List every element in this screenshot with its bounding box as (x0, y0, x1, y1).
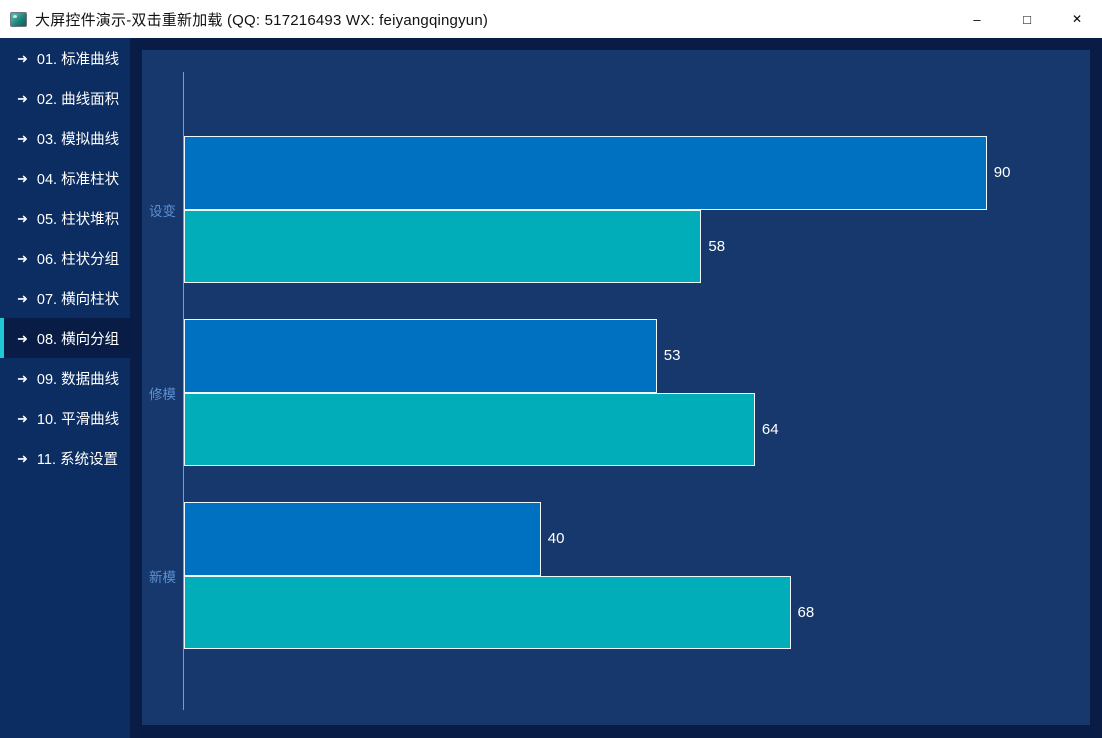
bar-row: 64 (184, 392, 1076, 466)
category-label: 修模 (149, 386, 176, 402)
bar-row: 90 (184, 136, 1076, 210)
bar-value-label: 58 (708, 237, 726, 255)
bar-value-label: 68 (797, 603, 815, 621)
close-icon: ✕ (1071, 12, 1083, 26)
minimize-icon: – (973, 11, 981, 27)
sidebar: ➜ 01. 标准曲线 ➜ 02. 曲线面积 ➜ 03. 模拟曲线 ➜ 04. 标准柱状 … (0, 38, 130, 738)
sidebar-item-10[interactable]: ➜ 10. 平滑曲线 (0, 398, 130, 438)
bar-row: 58 (184, 209, 1076, 283)
arrow-icon: ➜ (17, 170, 28, 186)
bar-group-设变: 90 58 设变 (149, 136, 1076, 283)
bar-row: 68 (184, 575, 1076, 649)
bar-blue-设变 (184, 136, 987, 210)
sidebar-item-04[interactable]: ➜ 04. 标准柱状 (0, 158, 130, 198)
plot-area: 90 58 设变 53 64 修模 40 68 新模 (149, 50, 1076, 725)
bar-group-修模: 53 64 修模 (149, 319, 1076, 466)
title-bar: 大屏控件演示-双击重新加载 (QQ: 517216493 WX: feiyang… (0, 0, 1102, 38)
bar-value-label: 40 (547, 530, 565, 548)
sidebar-item-label: 09. 数据曲线 (36, 371, 120, 388)
bar-teal-修模 (184, 392, 755, 466)
minimize-button[interactable]: – (952, 0, 1002, 38)
sidebar-item-11[interactable]: ➜ 11. 系统设置 (0, 438, 130, 478)
arrow-icon: ➜ (17, 290, 28, 306)
bar-teal-新模 (184, 575, 791, 649)
sidebar-item-06[interactable]: ➜ 06. 柱状分组 (0, 238, 130, 278)
category-label: 设变 (149, 203, 176, 219)
arrow-icon: ➜ (17, 50, 28, 66)
arrow-icon: ➜ (17, 450, 28, 466)
sidebar-item-label: 02. 曲线面积 (36, 91, 120, 108)
app-body: ➜ 01. 标准曲线 ➜ 02. 曲线面积 ➜ 03. 模拟曲线 ➜ 04. 标准柱状 … (0, 38, 1102, 738)
sidebar-item-label: 03. 模拟曲线 (36, 131, 120, 148)
arrow-icon: ➜ (17, 410, 28, 426)
sidebar-item-09[interactable]: ➜ 09. 数据曲线 (0, 358, 130, 398)
sidebar-item-01[interactable]: ➜ 01. 标准曲线 (0, 38, 130, 78)
bar-teal-设变 (184, 209, 702, 283)
bar-blue-新模 (184, 502, 541, 576)
arrow-icon: ➜ (17, 330, 28, 346)
bar-row: 40 (184, 502, 1076, 576)
sidebar-item-02[interactable]: ➜ 02. 曲线面积 (0, 78, 130, 118)
sidebar-item-08[interactable]: ➜ 08. 横向分组 (0, 318, 130, 358)
sidebar-item-05[interactable]: ➜ 05. 柱状堆积 (0, 198, 130, 238)
bar-row: 53 (184, 319, 1076, 393)
close-button[interactable]: ✕ (1052, 0, 1102, 38)
sidebar-item-label: 08. 横向分组 (36, 331, 120, 348)
bar-blue-修模 (184, 319, 657, 393)
arrow-icon: ➜ (17, 210, 28, 226)
sidebar-item-label: 04. 标准柱状 (36, 171, 120, 188)
y-axis-line (183, 72, 184, 710)
window-controls: – □ ✕ (952, 0, 1102, 38)
arrow-icon: ➜ (17, 370, 28, 386)
sidebar-item-07[interactable]: ➜ 07. 横向柱状 (0, 278, 130, 318)
bar-group-新模: 40 68 新模 (149, 502, 1076, 649)
sidebar-item-label: 10. 平滑曲线 (36, 411, 120, 428)
sidebar-item-label: 01. 标准曲线 (36, 51, 120, 68)
maximize-icon: □ (1023, 11, 1031, 27)
main-area: 90 58 设变 53 64 修模 40 68 新模 (130, 38, 1102, 738)
sidebar-item-label: 05. 柱状堆积 (36, 211, 120, 228)
sidebar-item-label: 06. 柱状分组 (36, 251, 120, 268)
bar-value-label: 64 (761, 420, 779, 438)
arrow-icon: ➜ (17, 250, 28, 266)
app-icon (10, 11, 27, 27)
sidebar-item-label: 11. 系统设置 (36, 451, 119, 468)
sidebar-item-03[interactable]: ➜ 03. 模拟曲线 (0, 118, 130, 158)
chart-panel[interactable]: 90 58 设变 53 64 修模 40 68 新模 (142, 50, 1090, 725)
bar-value-label: 53 (663, 347, 681, 365)
sidebar-item-label: 07. 横向柱状 (36, 291, 120, 308)
category-label: 新模 (149, 569, 176, 585)
window-title: 大屏控件演示-双击重新加载 (QQ: 517216493 WX: feiyang… (35, 11, 489, 29)
maximize-button[interactable]: □ (1002, 0, 1052, 38)
arrow-icon: ➜ (17, 90, 28, 106)
arrow-icon: ➜ (17, 130, 28, 146)
bar-value-label: 90 (993, 164, 1011, 182)
